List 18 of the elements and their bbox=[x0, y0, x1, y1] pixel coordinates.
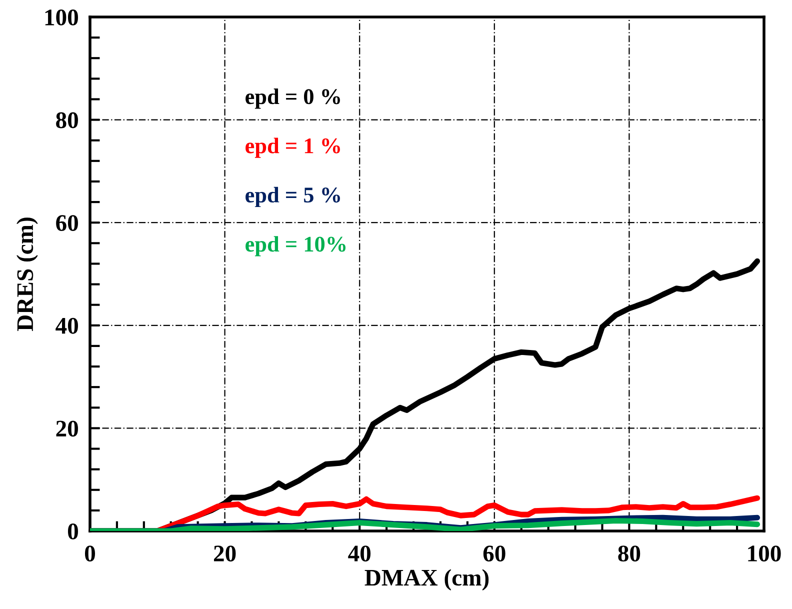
y-tick-label: 60 bbox=[56, 215, 78, 232]
x-axis-title: DMAX (cm) bbox=[364, 569, 489, 590]
text: epd = 0 % bbox=[246, 88, 340, 109]
text: epd = 5 % bbox=[246, 186, 340, 208]
y-tick-label: 80 bbox=[56, 112, 78, 128]
y-tick-label: 0 bbox=[68, 523, 78, 540]
x-tick-label: 60 bbox=[483, 546, 506, 562]
y-axis-title: DRES (cm) bbox=[16, 218, 38, 331]
x-tick-label: 0 bbox=[84, 546, 96, 562]
text: epd = 10% bbox=[246, 236, 346, 256]
text: epd = 1 % bbox=[246, 138, 340, 158]
y-tick-label: 100 bbox=[45, 9, 78, 26]
x-tick-label: 40 bbox=[348, 546, 371, 562]
x-tick-label: 100 bbox=[748, 546, 781, 562]
y-tick-label: 40 bbox=[56, 318, 78, 334]
x-tick-label: 20 bbox=[214, 546, 236, 562]
y-tick-label: 20 bbox=[56, 420, 78, 437]
x-tick-label: 80 bbox=[618, 546, 640, 562]
